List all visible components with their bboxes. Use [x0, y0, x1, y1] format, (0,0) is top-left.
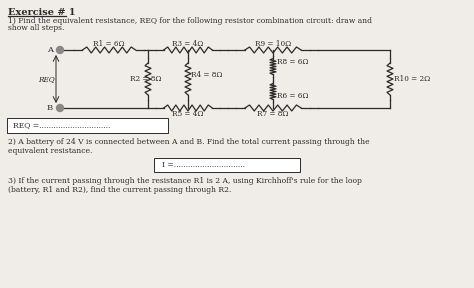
Text: REQ: REQ: [38, 75, 55, 83]
Text: I =..............................: I =..............................: [162, 161, 245, 169]
Text: 1) Find the equivalent resistance, REQ for the following resistor combination ci: 1) Find the equivalent resistance, REQ f…: [8, 17, 372, 25]
Text: A: A: [47, 46, 53, 54]
Text: 3) If the current passing through the resistance R1 is 2 A, using Kirchhoff's ru: 3) If the current passing through the re…: [8, 177, 362, 185]
Text: R9 = 10Ω: R9 = 10Ω: [255, 40, 291, 48]
Text: R1 = 6Ω: R1 = 6Ω: [93, 40, 125, 48]
Circle shape: [56, 46, 64, 54]
Text: (battery, R1 and R2), find the current passing through R2.: (battery, R1 and R2), find the current p…: [8, 186, 231, 194]
Text: R2 = 8Ω: R2 = 8Ω: [130, 75, 162, 83]
Text: R6 = 6Ω: R6 = 6Ω: [277, 92, 309, 99]
Text: 2) A battery of 24 V is connected between A and B. Find the total current passin: 2) A battery of 24 V is connected betwee…: [8, 138, 370, 146]
Text: show all steps.: show all steps.: [8, 24, 64, 32]
Text: equivalent resistance.: equivalent resistance.: [8, 147, 92, 155]
Text: B: B: [47, 104, 53, 112]
Text: REQ =..............................: REQ =..............................: [13, 121, 110, 129]
Text: R4 = 8Ω: R4 = 8Ω: [191, 71, 222, 79]
FancyBboxPatch shape: [155, 158, 301, 171]
Text: R8 = 6Ω: R8 = 6Ω: [277, 58, 309, 67]
Text: R3 = 4Ω: R3 = 4Ω: [173, 40, 204, 48]
Text: R7 = 8Ω: R7 = 8Ω: [257, 110, 289, 118]
Text: R10 = 2Ω: R10 = 2Ω: [394, 75, 430, 83]
Circle shape: [56, 105, 64, 111]
Text: R5 = 4Ω: R5 = 4Ω: [172, 110, 204, 118]
FancyBboxPatch shape: [8, 118, 168, 132]
Text: Exercise # 1: Exercise # 1: [8, 8, 75, 17]
